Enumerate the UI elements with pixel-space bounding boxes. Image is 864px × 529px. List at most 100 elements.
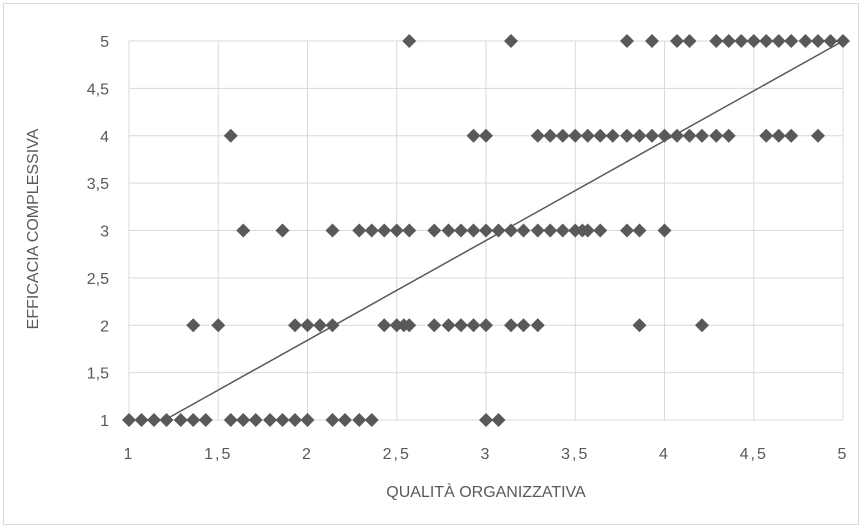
data-point <box>364 413 379 427</box>
data-point <box>134 413 149 427</box>
data-point <box>352 413 367 427</box>
data-point <box>530 318 545 333</box>
x-axis-title: QUALITÀ ORGANIZZATIVA <box>386 482 586 501</box>
y-tick-label: 5 <box>100 34 109 51</box>
data-point <box>288 318 303 333</box>
data-point <box>491 413 506 427</box>
data-point <box>248 413 263 427</box>
data-point <box>605 128 620 143</box>
data-point <box>721 128 736 143</box>
data-point <box>288 413 303 427</box>
data-point <box>211 318 226 333</box>
data-point <box>784 34 799 48</box>
y-tick-label: 1,5 <box>87 366 109 383</box>
data-point <box>173 413 188 427</box>
trendline-group <box>164 40 844 421</box>
data-point <box>479 318 493 333</box>
data-point <box>759 128 774 143</box>
y-axis-title: EFFICACIA COMPLESSIVA <box>25 128 42 329</box>
data-point <box>632 128 647 143</box>
data-point <box>491 223 506 238</box>
data-point <box>325 318 340 333</box>
data-point <box>734 34 749 48</box>
data-point <box>275 223 290 238</box>
data-point <box>811 128 826 143</box>
data-point <box>811 34 826 48</box>
x-tick-label: 4,5 <box>740 446 768 463</box>
data-point <box>236 413 251 427</box>
data-point <box>620 223 635 238</box>
x-tick-label: 3,5 <box>561 446 589 463</box>
data-point <box>503 318 518 333</box>
data-point <box>669 34 684 48</box>
data-point <box>389 223 404 238</box>
y-tick-label: 2,5 <box>87 271 109 288</box>
data-point <box>543 128 558 143</box>
data-point <box>798 34 813 48</box>
data-point <box>632 318 647 333</box>
x-tick-label: 4 <box>659 446 670 463</box>
data-point <box>186 318 201 333</box>
data-point <box>427 223 442 238</box>
data-point <box>300 318 315 333</box>
data-point <box>694 318 709 333</box>
data-point <box>503 223 518 238</box>
x-tick-label: 3 <box>481 446 492 463</box>
data-point <box>466 128 481 143</box>
y-tick-label: 3,5 <box>87 176 109 193</box>
data-point <box>146 413 161 427</box>
data-point <box>759 34 774 48</box>
data-point <box>620 34 635 48</box>
data-point <box>122 413 136 427</box>
data-point <box>300 413 315 427</box>
tick-labels: 1 1,5 2 2,5 3 3,5 4 4,5 5 1 1,5 2 2,5 3 3,5 4 4,5 5 <box>87 34 849 463</box>
y-tick-label: 3 <box>100 224 109 241</box>
data-point <box>479 413 493 427</box>
data-point <box>466 223 481 238</box>
data-point <box>325 223 340 238</box>
data-point <box>223 413 238 427</box>
data-point <box>682 34 697 48</box>
data-point <box>263 413 278 427</box>
data-point <box>580 128 595 143</box>
data-point <box>402 34 417 48</box>
data-point <box>516 318 531 333</box>
data-point <box>593 128 608 143</box>
trendline <box>164 40 844 421</box>
data-point <box>312 318 327 333</box>
data-point <box>454 318 469 333</box>
data-point <box>325 413 340 427</box>
data-point <box>427 318 442 333</box>
x-tick-label: 1 <box>124 446 135 463</box>
x-tick-label: 5 <box>838 446 849 463</box>
y-tick-label: 2 <box>100 318 109 335</box>
data-point <box>568 128 583 143</box>
data-point <box>694 128 709 143</box>
y-tick-label: 1 <box>100 413 109 430</box>
data-point <box>530 223 545 238</box>
data-point <box>402 318 417 333</box>
data-point <box>516 223 531 238</box>
data-point <box>823 34 838 48</box>
data-point <box>657 223 672 238</box>
data-point <box>543 223 558 238</box>
data-point <box>377 223 392 238</box>
data-point <box>568 223 583 238</box>
data-point <box>645 128 660 143</box>
data-point <box>377 318 392 333</box>
data-point <box>479 223 493 238</box>
data-point <box>620 128 635 143</box>
data-point <box>503 34 518 48</box>
data-point <box>771 34 786 48</box>
data-point <box>784 128 799 143</box>
data-point <box>632 223 647 238</box>
data-point <box>454 223 469 238</box>
data-point <box>466 318 481 333</box>
y-tick-label: 4,5 <box>87 81 109 98</box>
data-point <box>709 34 724 48</box>
data-point <box>159 413 174 427</box>
x-tick-label: 1,5 <box>204 446 232 463</box>
data-point <box>364 223 379 238</box>
x-tick-label: 2 <box>302 446 313 463</box>
